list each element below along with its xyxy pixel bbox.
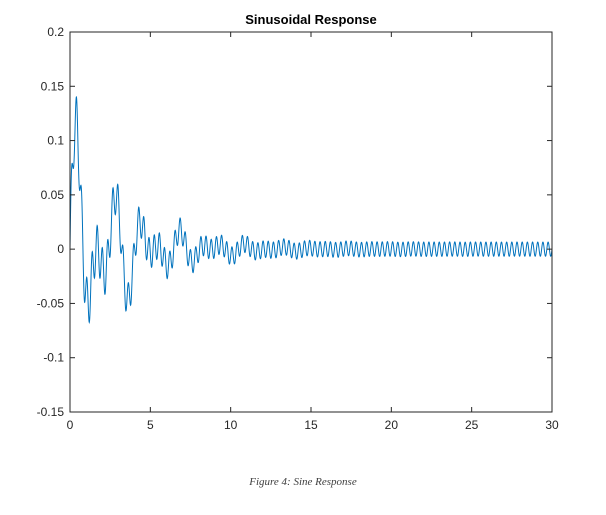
axes-layer: 0 5 10 15 20 25 30 -0.15 -0.1 -0.05 0 0.05 0.1 0.15 0.… [37, 25, 559, 432]
x-tick-label: 5 [147, 418, 154, 432]
series-line [69, 95, 553, 324]
figure-caption: Figure 4: Sine Response [249, 476, 357, 488]
y-tick-label: 0.05 [41, 188, 65, 202]
x-tick-label: 30 [545, 418, 559, 432]
y-tick-label: 0 [57, 242, 64, 256]
y-tick-label: -0.05 [37, 296, 65, 310]
plot-background [70, 32, 552, 412]
x-tick-label: 0 [67, 418, 74, 432]
series-layer [69, 95, 553, 324]
x-tick-label: 25 [465, 418, 479, 432]
x-tick-label: 15 [304, 418, 318, 432]
y-tick-label: -0.15 [37, 405, 65, 419]
y-tick-label: 0.2 [47, 25, 64, 39]
x-tick-label: 20 [385, 418, 399, 432]
x-tick-label: 10 [224, 418, 238, 432]
y-tick-label: 0.1 [47, 134, 64, 148]
sinusoidal-response-figure: Sinusoidal Response 0 5 10 15 20 25 30 -0.15 -0.… [37, 12, 559, 432]
chart-title: Sinusoidal Response [245, 12, 376, 27]
y-tick-label: -0.1 [43, 351, 64, 365]
y-tick-label: 0.15 [41, 79, 65, 93]
